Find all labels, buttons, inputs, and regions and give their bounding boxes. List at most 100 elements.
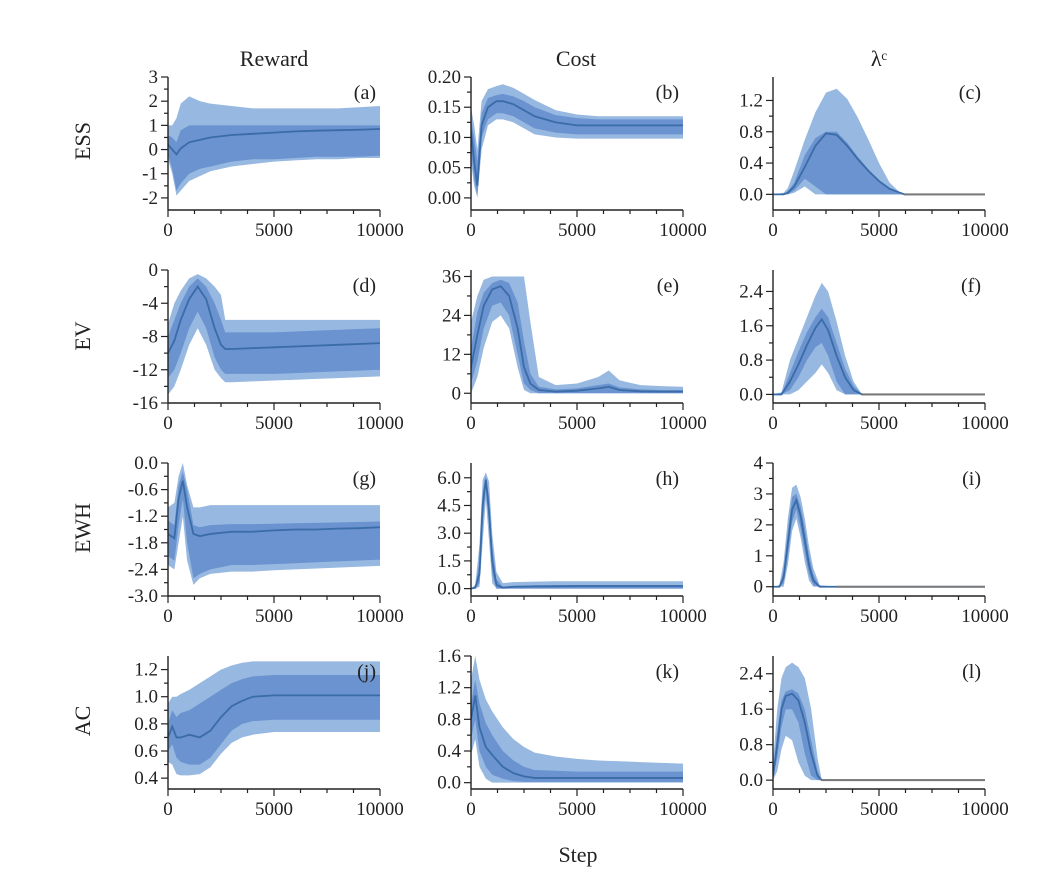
y-tick-label-f: 2.4 — [739, 281, 763, 302]
series-group-d — [168, 274, 380, 395]
x-tick-label-k: 10000 — [659, 799, 707, 820]
y-tick-label-c: 0.8 — [739, 122, 763, 143]
y-tick-label-h: 1.5 — [437, 551, 461, 572]
x-tick-label-l: 0 — [768, 799, 778, 820]
y-tick-label-k: 0.8 — [437, 709, 461, 730]
x-tick-label-i: 0 — [768, 606, 778, 627]
col-title-cost: Cost — [556, 46, 596, 71]
x-tick-label-j: 10000 — [356, 799, 404, 820]
x-tick-label-c: 0 — [768, 220, 778, 241]
inner-band-a — [168, 125, 380, 191]
x-tick-label-e: 0 — [466, 413, 476, 434]
y-tick-label-h: 0.0 — [437, 579, 461, 600]
mean-line-g — [168, 480, 380, 540]
y-tick-label-l: 0.0 — [739, 770, 763, 791]
x-axis-label-step: Step — [558, 842, 597, 867]
y-tick-label-l: 2.4 — [739, 664, 763, 685]
mean-line-d — [168, 285, 380, 354]
panel-l: 0 5000 10000 0.0 0.8 1.6 2.4 (l) — [739, 656, 1009, 820]
y-tick-label-f: 0.0 — [739, 384, 763, 405]
mean-line-i — [773, 497, 985, 588]
y-tick-label-i: 4 — [754, 453, 764, 474]
panel-tag-g: (g) — [353, 468, 376, 490]
x-tick-label-a: 5000 — [255, 220, 293, 241]
x-tick-label-e: 10000 — [659, 413, 707, 434]
y-tick-label-d: -8 — [142, 327, 158, 348]
y-tick-label-d: -16 — [133, 393, 158, 414]
y-tick-label-e: 24 — [442, 305, 462, 326]
y-tick-label-b: 0.20 — [428, 67, 461, 88]
y-tick-label-a: -2 — [142, 188, 158, 209]
inner-band-h — [471, 475, 683, 589]
x-tick-label-g: 5000 — [255, 606, 293, 627]
mean-line-b — [471, 100, 683, 186]
x-tick-label-i: 10000 — [961, 606, 1009, 627]
col-title-lambda-c: λᶜ — [871, 46, 888, 71]
series-group-b — [471, 84, 683, 198]
row-title-ev: EV — [70, 321, 95, 350]
panel-tag-a: (a) — [354, 82, 376, 104]
y-tick-label-k: 0.0 — [437, 773, 461, 794]
y-tick-label-g: -1.2 — [128, 506, 158, 527]
y-tick-label-a: 0 — [149, 140, 159, 161]
y-tick-label-j: 0.4 — [134, 768, 158, 789]
x-tick-label-g: 10000 — [356, 606, 404, 627]
y-tick-label-g: -3.0 — [128, 586, 158, 607]
x-tick-label-g: 0 — [163, 606, 173, 627]
series-group-f — [773, 282, 985, 396]
panel-d: 0 5000 10000 -16 -12 -8 -4 0 (d) — [133, 260, 404, 434]
y-tick-label-e: 36 — [442, 266, 461, 287]
x-tick-label-c: 10000 — [961, 220, 1009, 241]
y-tick-label-f: 0.8 — [739, 350, 763, 371]
x-tick-label-f: 5000 — [860, 413, 898, 434]
y-tick-label-i: 3 — [754, 484, 764, 505]
mean-line-h — [471, 479, 683, 590]
inner-band-b — [471, 93, 683, 195]
series-group-g — [168, 463, 380, 585]
panel-tag-i: (i) — [962, 468, 981, 490]
panel-j: 0 5000 10000 0.4 0.6 0.8 1.0 1.2 (j) — [134, 656, 404, 820]
x-tick-label-c: 5000 — [860, 220, 898, 241]
panel-tag-e: (e) — [657, 275, 679, 297]
y-tick-label-j: 1.0 — [134, 687, 158, 708]
series-group-c — [773, 88, 985, 196]
panel-tag-c: (c) — [959, 82, 981, 104]
panel-tag-f: (f) — [961, 275, 981, 297]
panel-a: 0 5000 10000 -2 -1 0 1 2 3 (a) — [142, 67, 404, 241]
mean-line-e — [471, 285, 683, 393]
y-tick-label-h: 6.0 — [437, 468, 461, 489]
y-tick-label-j: 0.8 — [134, 714, 158, 735]
x-tick-label-k: 0 — [466, 799, 476, 820]
row-titles: ESS EV EWH AC — [70, 122, 95, 736]
y-tick-label-b: 0.15 — [428, 97, 461, 118]
inner-band-j — [168, 675, 380, 765]
inner-band-f — [773, 308, 985, 395]
y-tick-label-c: 0.4 — [739, 153, 763, 174]
panel-h: 0 5000 10000 0.0 1.5 3.0 4.5 6.0 (h) — [437, 463, 707, 627]
y-tick-label-e: 0 — [452, 383, 462, 404]
y-tick-label-a: -1 — [142, 164, 158, 185]
mean-line-a — [168, 128, 380, 156]
y-tick-label-j: 0.6 — [134, 741, 158, 762]
y-tick-label-d: -12 — [133, 360, 158, 381]
x-tick-label-a: 0 — [163, 220, 173, 241]
x-tick-label-h: 0 — [466, 606, 476, 627]
inner-band-l — [773, 689, 985, 781]
y-tick-label-k: 1.6 — [437, 646, 461, 667]
inner-band-g — [168, 471, 380, 579]
panel-tag-b: (b) — [656, 82, 679, 104]
col-title-reward: Reward — [240, 46, 308, 71]
series-group-e — [471, 276, 683, 394]
panel-tag-l: (l) — [962, 661, 981, 683]
x-tick-label-d: 5000 — [255, 413, 293, 434]
panel-c: 0 5000 10000 0.0 0.4 0.8 1.2 (c) — [739, 77, 1009, 241]
inner-band-d — [168, 278, 380, 379]
outer-band-l — [773, 662, 985, 781]
y-tick-label-c: 0.0 — [739, 184, 763, 205]
x-tick-label-a: 10000 — [356, 220, 404, 241]
x-tick-label-b: 10000 — [659, 220, 707, 241]
series-group-a — [168, 96, 380, 196]
mean-line-k — [471, 695, 683, 779]
